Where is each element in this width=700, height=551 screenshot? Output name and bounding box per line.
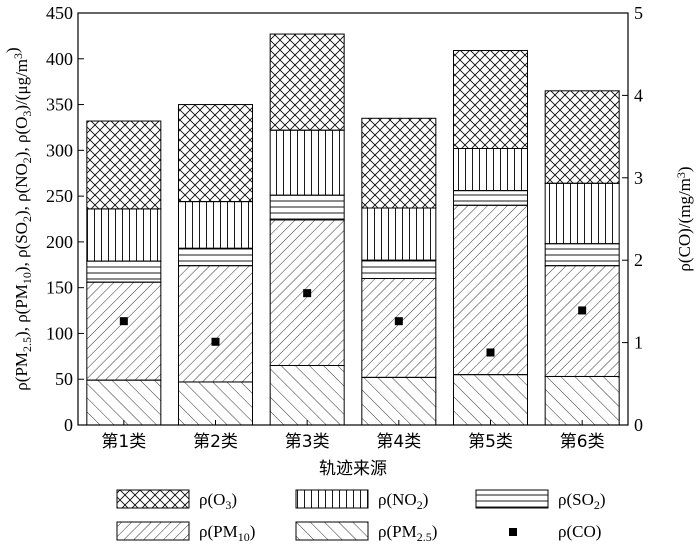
bar-seg-3-s4 [269,129,345,196]
bar-seg-5-s2 [453,204,528,376]
bar-seg-2-s2 [178,265,253,383]
x-tick-label-2: 第2类 [193,432,238,452]
bar-seg-4-s5 [361,117,437,209]
right-tick-label-5: 5 [634,3,643,23]
bars-layer [86,33,620,426]
legend-swatch-1 [116,489,190,509]
right-tick-label-2: 2 [634,250,643,270]
bar-seg-5-s1 [453,374,528,426]
bar-seg-1-s4 [86,208,162,262]
x-tick-label-1: 第1类 [101,432,146,452]
co-point-1 [119,317,128,326]
left-tick-label-7: 350 [46,95,73,115]
bar-seg-4-s2 [361,278,437,378]
left-tick-label-8: 400 [46,49,73,69]
co-points-layer [119,289,587,357]
bar-seg-4-s4 [361,207,437,261]
x-tick-label-5: 第5类 [468,432,513,452]
left-tick-label-9: 450 [46,3,73,23]
bar-seg-4-s3 [361,259,437,280]
bar-seg-3-s5 [269,33,345,131]
axes-layer: 0 50 100 150 200 250 300 350 400 450 0 1 2 3 4 5 [46,3,643,435]
co-point-5 [486,348,495,357]
bar-seg-1-s1 [86,379,162,426]
left-tick-label-3: 150 [46,278,73,298]
right-tick-label-1: 1 [634,333,643,353]
left-tick-label-2: 100 [46,323,73,343]
bar-seg-2-s4 [178,201,253,249]
bar-seg-5-s4 [453,148,528,192]
y-axis-title-left-group: ρ(PM2.5), ρ(PM10), ρ(SO2), ρ(NO2), ρ(O3)… [3,47,34,390]
legend-swatch-5 [295,521,369,541]
bar-seg-1-s2 [86,281,162,381]
left-tick-label-6: 300 [46,140,73,160]
x-axis-title: 轨迹来源 [319,459,387,479]
right-tick-label-0: 0 [634,415,643,435]
right-tick-label-3: 3 [634,168,643,188]
left-tick-label-5: 250 [46,186,73,206]
bar-seg-3-s3 [269,194,345,221]
left-tick-label-0: 0 [64,415,73,435]
legend-label-co: ρ(CO) [558,522,601,541]
x-tick-label-6: 第6类 [560,432,605,452]
co-point-3 [303,289,312,298]
bar-seg-6-s3 [544,243,620,267]
x-tick-label-4: 第4类 [376,432,421,452]
bar-seg-6-s5 [544,90,620,184]
left-tick-label-4: 200 [46,232,73,252]
bar-seg-6-s2 [544,265,620,377]
co-point-4 [394,317,403,326]
legend-label-2: ρ(NO2) [378,490,428,512]
bar-seg-5-s3 [453,190,528,206]
left-tick-label-1: 50 [55,369,73,389]
co-point-6 [578,306,587,315]
right-tick-label-4: 4 [634,85,643,105]
bar-seg-2-s3 [178,247,253,267]
co-point-2 [211,337,220,346]
legend-label-5: ρ(PM2.5) [378,522,437,544]
y-axis-title-right-group: ρ(CO)/(mg/m3) [674,166,694,271]
legend-swatch-3 [475,489,549,509]
legend-label-3: ρ(SO2) [558,490,606,512]
bar-seg-1-s3 [86,260,162,283]
legend: ρ(O3) ρ(NO2) ρ(SO2) ρ(PM10) ρ(PM2.5) ρ(CO) [116,489,606,544]
bar-seg-2-s5 [178,104,253,203]
legend-label-1: ρ(O3) [199,490,237,512]
bar-seg-4-s1 [361,376,437,426]
legend-swatch-co [509,528,517,536]
bar-seg-3-s1 [269,364,345,426]
legend-swatch-2 [295,489,369,509]
bar-seg-6-s4 [544,182,620,245]
y-axis-title-right: ρ(CO)/(mg/m3) [674,166,694,271]
y-axis-title-left: ρ(PM2.5), ρ(PM10), ρ(SO2), ρ(NO2), ρ(O3)… [3,47,34,390]
bar-seg-6-s1 [544,375,620,426]
bar-seg-5-s5 [453,50,528,150]
bar-seg-1-s5 [86,120,162,210]
legend-swatch-4 [116,521,190,541]
bar-seg-2-s1 [178,381,253,426]
x-tick-label-3: 第3类 [285,432,330,452]
legend-label-4: ρ(PM10) [199,522,255,544]
plot-frame [77,12,629,426]
